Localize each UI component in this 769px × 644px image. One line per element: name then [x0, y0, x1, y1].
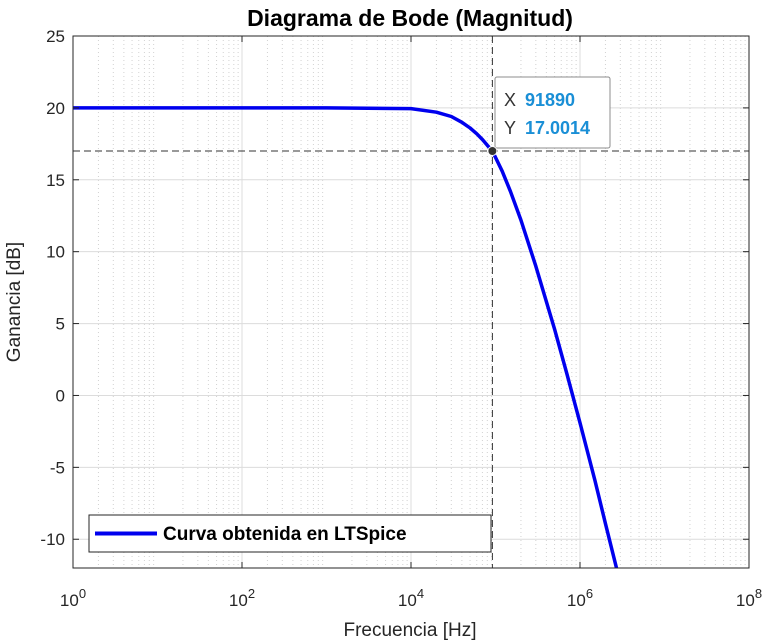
chart-title: Diagrama de Bode (Magnitud) — [247, 5, 573, 31]
y-tick-label: 10 — [46, 243, 65, 262]
y-tick-label: 0 — [56, 386, 65, 405]
datatip-x-value: 91890 — [525, 90, 575, 110]
y-tick-label: -10 — [40, 530, 65, 549]
datatip-marker[interactable] — [487, 146, 498, 157]
datatip-x-key: X — [504, 90, 516, 110]
y-tick-label: 20 — [46, 99, 65, 118]
series-layer — [73, 106, 619, 568]
tick-marks — [72, 35, 750, 568]
x-tick-labels: 100 102 104 106 108 — [60, 586, 762, 610]
datatip[interactable]: X 91890 Y 17.0014 — [494, 76, 611, 149]
legend[interactable]: Curva obtenida en LTSpice — [88, 514, 492, 553]
series-line — [73, 106, 619, 568]
datatip-y-key: Y — [504, 118, 516, 138]
x-tick-label: 106 — [567, 586, 593, 610]
x-axis-label: Frecuencia [Hz] — [343, 620, 476, 641]
y-tick-labels: 25 20 15 10 5 0 -5 -10 — [40, 27, 65, 549]
y-axis-label: Ganancia [dB] — [4, 242, 25, 362]
x-tick-label: 100 — [60, 586, 86, 610]
x-tick-label: 108 — [736, 586, 762, 610]
legend-entry-label: Curva obtenida en LTSpice — [163, 524, 407, 545]
y-tick-label: 25 — [46, 27, 65, 46]
datatip-box — [494, 76, 611, 149]
x-tick-label: 102 — [229, 586, 255, 610]
y-tick-label: -5 — [50, 458, 65, 477]
x-tick-label: 104 — [398, 586, 424, 610]
y-tick-label: 15 — [46, 171, 65, 190]
y-tick-label: 5 — [56, 315, 65, 334]
datatip-crosshair — [73, 36, 749, 568]
datatip-y-value: 17.0014 — [525, 118, 590, 138]
